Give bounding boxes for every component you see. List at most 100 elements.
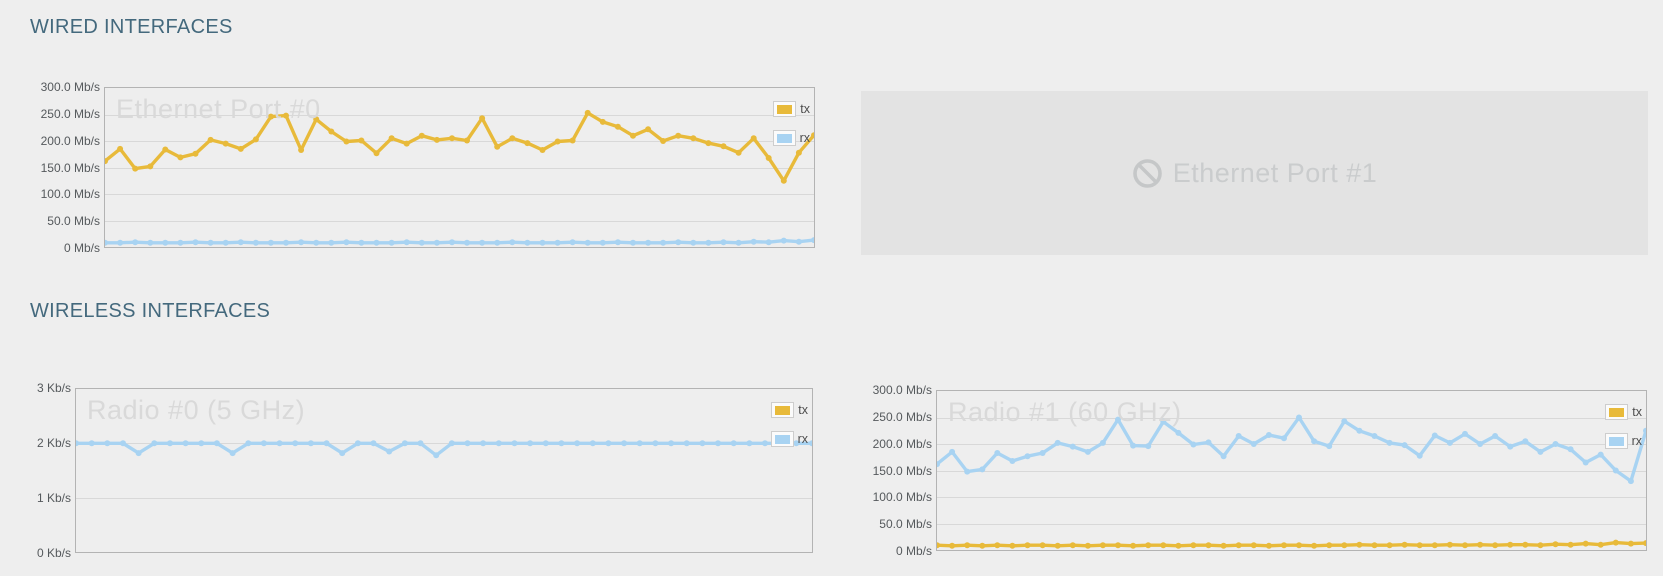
tx-data-point [1311, 542, 1318, 549]
tx-data-point [614, 123, 621, 130]
rx-data-point [88, 440, 95, 447]
tx-data-point [1582, 540, 1589, 547]
rx-data-point [1160, 418, 1167, 425]
rx-data-point [994, 450, 1001, 456]
rx-data-point [105, 239, 108, 246]
rx-data-point [222, 239, 229, 246]
rx-series-line [937, 415, 1646, 483]
tx-data-point [1265, 542, 1272, 549]
rx-data-point [1235, 433, 1242, 439]
tx-data-point [252, 136, 259, 143]
y-axis-tick-label: 250.0 Mb/s [40, 107, 100, 121]
rx-data-point [1567, 446, 1574, 453]
rx-data-point [480, 440, 487, 447]
y-axis-tick-label: 300.0 Mb/s [872, 383, 932, 397]
legend-item-tx: tx [771, 402, 808, 418]
rx-data-point [147, 239, 154, 246]
rx-data-point [267, 239, 274, 246]
y-axis-tick-label: 150.0 Mb/s [40, 161, 100, 175]
rx-data-point [1084, 448, 1091, 455]
rx-data-point [448, 440, 455, 447]
legend-rx-label: rx [799, 131, 810, 145]
rx-data-point [1190, 441, 1197, 448]
tx-data-point [994, 542, 1001, 549]
tx-data-point [1099, 542, 1106, 549]
tx-data-point [1567, 541, 1574, 548]
tx-data-point [1462, 542, 1468, 549]
tx-data-point [1281, 542, 1287, 549]
rx-data-point [1627, 478, 1634, 485]
rx-data-point [260, 440, 267, 447]
tx-data-point [569, 137, 576, 144]
tx-data-point [1477, 541, 1484, 548]
rx-data-point [1205, 439, 1212, 446]
rx-data-point [464, 440, 471, 447]
legend-tx-swatch [771, 402, 795, 418]
rx-data-point [417, 440, 424, 447]
rx-data-point [605, 440, 612, 447]
rx-data-point [937, 461, 940, 468]
rx-data-point [1099, 439, 1106, 446]
rx-data-point [162, 239, 169, 246]
tx-data-point [147, 163, 154, 170]
tx-data-point [1537, 542, 1544, 549]
y-axis-tick-label: 50.0 Mb/s [879, 517, 932, 531]
rx-data-point [558, 440, 565, 447]
tx-data-point [1039, 542, 1046, 549]
tx-data-point [237, 145, 244, 152]
rx-data-point [964, 468, 971, 475]
rx-data-point [1582, 459, 1589, 466]
rx-data-point [730, 440, 737, 447]
tx-data-point [1643, 540, 1646, 547]
legend-rx-label: rx [1631, 434, 1642, 448]
legend-item-rx: rx [1604, 433, 1642, 449]
tx-data-point [1597, 541, 1604, 548]
y-axis-tick-label: 300.0 Mb/s [40, 80, 100, 94]
rx-data-point [1054, 439, 1061, 446]
wired-interfaces-heading: WIRED INTERFACES [30, 16, 233, 38]
rx-data-point [104, 440, 111, 447]
tx-data-point [675, 132, 682, 139]
tx-data-point [979, 542, 986, 549]
tx-data-point [1160, 542, 1167, 549]
tx-data-point [1552, 541, 1559, 548]
rx-data-point [1250, 441, 1257, 447]
rx-data-point [645, 239, 652, 246]
chart-title-watermark: Radio #1 (60 GHz) [948, 397, 1182, 427]
rx-data-point [1462, 430, 1468, 437]
rx-data-point [809, 440, 812, 447]
rx-data-point [574, 440, 581, 447]
tx-data-point [1145, 542, 1152, 549]
tx-data-point [267, 113, 274, 120]
tx-data-point [1612, 539, 1619, 546]
tx-data-point [1024, 542, 1031, 549]
rx-data-point [386, 448, 393, 455]
rx-data-point [1024, 453, 1031, 460]
legend-tx-label: tx [1632, 405, 1642, 419]
tx-data-point [343, 138, 350, 145]
rx-data-point [358, 239, 365, 246]
prohibited-icon [1132, 158, 1162, 188]
rx-data-point [1175, 429, 1182, 436]
rx-data-point [554, 239, 561, 246]
tx-data-point [750, 135, 757, 142]
legend-tx-swatch [1605, 404, 1629, 420]
rx-data-point [1311, 438, 1318, 445]
rx-data-point [207, 239, 214, 246]
y-axis-tick-label: 0 Kb/s [36, 546, 71, 560]
rx-data-point [135, 450, 142, 457]
tx-data-point [1175, 542, 1182, 549]
tx-data-point [937, 542, 940, 549]
tx-data-point [765, 155, 772, 161]
tx-data-point [418, 132, 425, 139]
tx-data-point [1296, 542, 1302, 549]
rx-data-point [167, 440, 173, 447]
tx-data-point [449, 135, 455, 142]
rx-data-point [509, 239, 516, 246]
rx-data-point [690, 239, 697, 246]
tx-data-point [509, 135, 516, 142]
chart-title-watermark: Radio #0 (5 GHz) [87, 395, 306, 425]
tx-data-point [328, 128, 335, 135]
plot-area: Radio #0 (5 GHz) tx rx [75, 388, 813, 553]
rx-data-point [1522, 438, 1529, 445]
